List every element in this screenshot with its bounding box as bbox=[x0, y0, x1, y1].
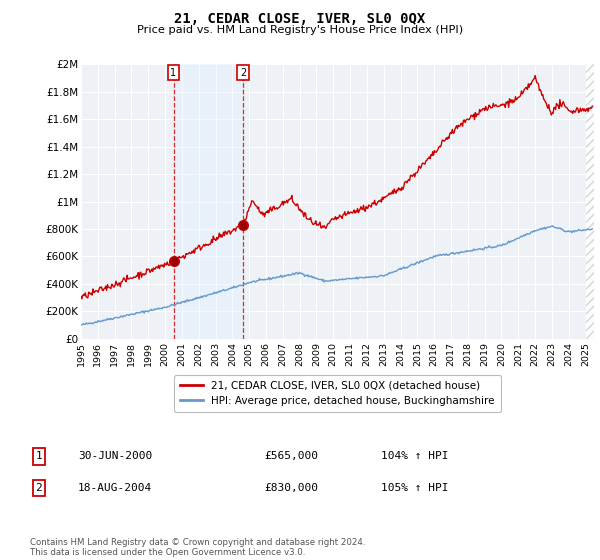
Text: £830,000: £830,000 bbox=[264, 483, 318, 493]
Text: 30-JUN-2000: 30-JUN-2000 bbox=[78, 451, 152, 461]
Text: 2: 2 bbox=[240, 68, 246, 78]
Text: 104% ↑ HPI: 104% ↑ HPI bbox=[381, 451, 449, 461]
Legend: 21, CEDAR CLOSE, IVER, SL0 0QX (detached house), HPI: Average price, detached ho: 21, CEDAR CLOSE, IVER, SL0 0QX (detached… bbox=[174, 375, 501, 412]
Text: 1: 1 bbox=[170, 68, 176, 78]
Text: 105% ↑ HPI: 105% ↑ HPI bbox=[381, 483, 449, 493]
Bar bbox=[586, 64, 594, 339]
Text: 21, CEDAR CLOSE, IVER, SL0 0QX: 21, CEDAR CLOSE, IVER, SL0 0QX bbox=[175, 12, 425, 26]
Text: 2: 2 bbox=[35, 483, 43, 493]
Text: 1: 1 bbox=[35, 451, 43, 461]
Text: Contains HM Land Registry data © Crown copyright and database right 2024.
This d: Contains HM Land Registry data © Crown c… bbox=[30, 538, 365, 557]
Text: £565,000: £565,000 bbox=[264, 451, 318, 461]
Text: 18-AUG-2004: 18-AUG-2004 bbox=[78, 483, 152, 493]
Bar bbox=[586, 64, 594, 339]
Text: Price paid vs. HM Land Registry's House Price Index (HPI): Price paid vs. HM Land Registry's House … bbox=[137, 25, 463, 35]
Bar bbox=[173, 64, 243, 339]
